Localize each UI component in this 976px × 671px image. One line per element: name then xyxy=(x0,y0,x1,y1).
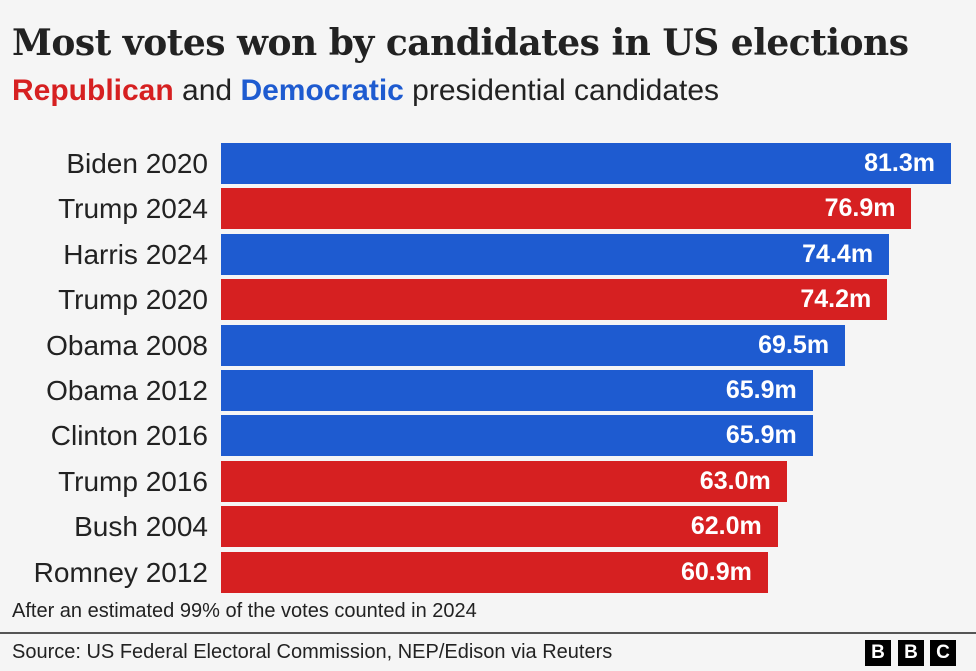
bar-dem xyxy=(221,415,813,457)
bbc-logo-c: C xyxy=(930,640,956,666)
bar-rep xyxy=(221,460,787,502)
bar-rep xyxy=(221,551,768,593)
category-label: Clinton 2016 xyxy=(50,420,208,452)
category-label: Obama 2008 xyxy=(46,329,208,361)
source: Source: US Federal Electoral Commission,… xyxy=(12,641,613,663)
category-label: Harris 2024 xyxy=(63,238,208,270)
category-label: Biden 2020 xyxy=(66,148,208,179)
bbc-logo-b2: B xyxy=(898,640,924,666)
value-label: 74.4m xyxy=(802,239,874,268)
subtitle-rest: presidential candidates xyxy=(403,74,720,107)
value-label: 69.5m xyxy=(758,330,830,359)
category-label: Bush 2004 xyxy=(74,511,208,543)
bar-rep xyxy=(221,188,912,230)
divider xyxy=(0,632,976,634)
value-label: 60.9m xyxy=(680,557,752,586)
category-label: Trump 2016 xyxy=(58,465,208,497)
republican-legend: Republican xyxy=(12,74,174,107)
value-label: 81.3m xyxy=(864,149,935,177)
value-label: 65.9m xyxy=(725,421,797,450)
bar-dem xyxy=(221,370,813,411)
value-label: 62.0m xyxy=(690,512,762,541)
category-label: Obama 2012 xyxy=(46,375,208,406)
bbc-logo-b1: B xyxy=(865,640,891,666)
chart-title: Most votes won by candidates in US elect… xyxy=(12,22,909,64)
value-label: 74.2m xyxy=(800,285,872,314)
bar-rep xyxy=(221,506,778,548)
democratic-legend: Democratic xyxy=(240,74,404,107)
chart-subtitle: Republican and Democratic presidential c… xyxy=(12,74,719,108)
bar-dem xyxy=(221,324,846,366)
category-label: Trump 2024 xyxy=(58,193,208,225)
value-label: 65.9m xyxy=(725,376,797,404)
bar-dem xyxy=(221,233,890,275)
category-label: Romney 2012 xyxy=(33,556,208,588)
value-label: 76.9m xyxy=(824,194,896,223)
category-label: Trump 2020 xyxy=(58,284,208,316)
bar-dem xyxy=(221,143,951,184)
footnote: After an estimated 99% of the votes coun… xyxy=(12,600,477,622)
subtitle-and: and xyxy=(173,74,241,107)
bar-rep xyxy=(221,279,888,321)
value-label: 63.0m xyxy=(699,466,771,495)
